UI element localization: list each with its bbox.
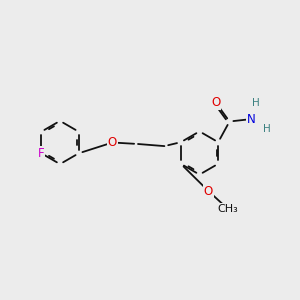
Text: O: O bbox=[108, 136, 117, 149]
Text: H: H bbox=[252, 98, 260, 108]
Text: N: N bbox=[247, 112, 256, 126]
Text: O: O bbox=[212, 96, 220, 110]
Text: H: H bbox=[263, 124, 271, 134]
Text: CH₃: CH₃ bbox=[217, 203, 238, 214]
Text: O: O bbox=[204, 184, 213, 198]
Text: F: F bbox=[38, 147, 45, 160]
